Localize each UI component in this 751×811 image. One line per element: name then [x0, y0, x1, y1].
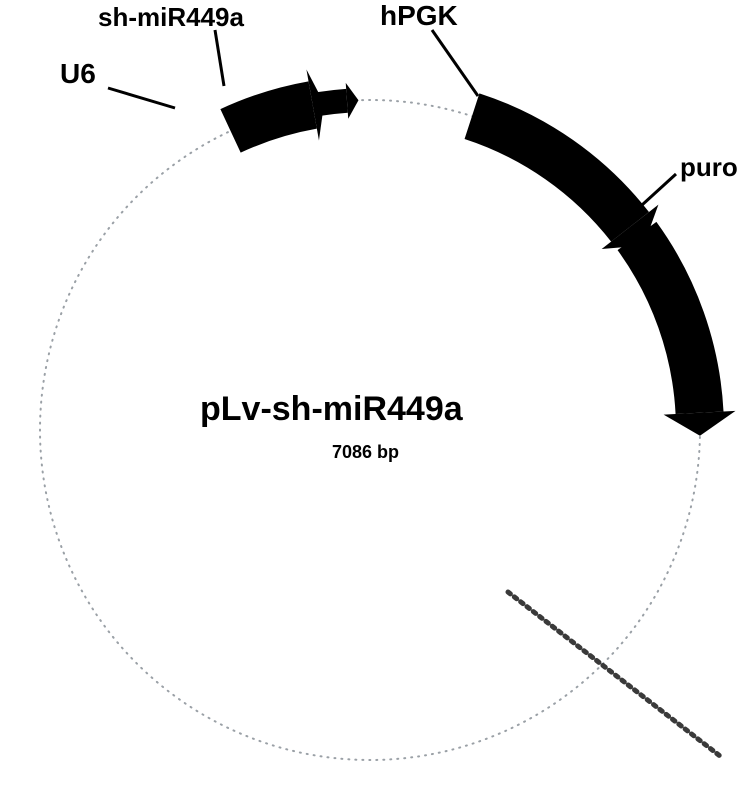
feature-arc-puro — [637, 236, 700, 413]
feature-arc-hpgk — [472, 116, 630, 227]
feature-label-hpgk: hPGK — [380, 0, 458, 32]
feature-arc-sh — [318, 101, 347, 104]
stray-slash-mark — [508, 592, 720, 756]
leader-line-sh — [215, 30, 224, 86]
leader-line-puro — [642, 174, 676, 205]
feature-label-u6: U6 — [60, 58, 96, 90]
plasmid-map-diagram: pLv-sh-miR449a 7086 bp U6sh-miR449a hPGK p… — [0, 0, 751, 811]
feature-arc-u6 — [231, 105, 313, 131]
feature-label-sh: sh-miR449a — [98, 2, 244, 33]
plasmid-name: pLv-sh-miR449a — [200, 390, 463, 429]
feature-arrowhead-puro — [664, 411, 736, 436]
leader-line-hpgk — [432, 30, 478, 96]
plasmid-size: 7086 bp — [332, 442, 399, 463]
feature-arrowhead-sh — [346, 83, 359, 119]
feature-label-puro: puro — [680, 152, 738, 183]
leader-line-u6 — [108, 88, 175, 108]
